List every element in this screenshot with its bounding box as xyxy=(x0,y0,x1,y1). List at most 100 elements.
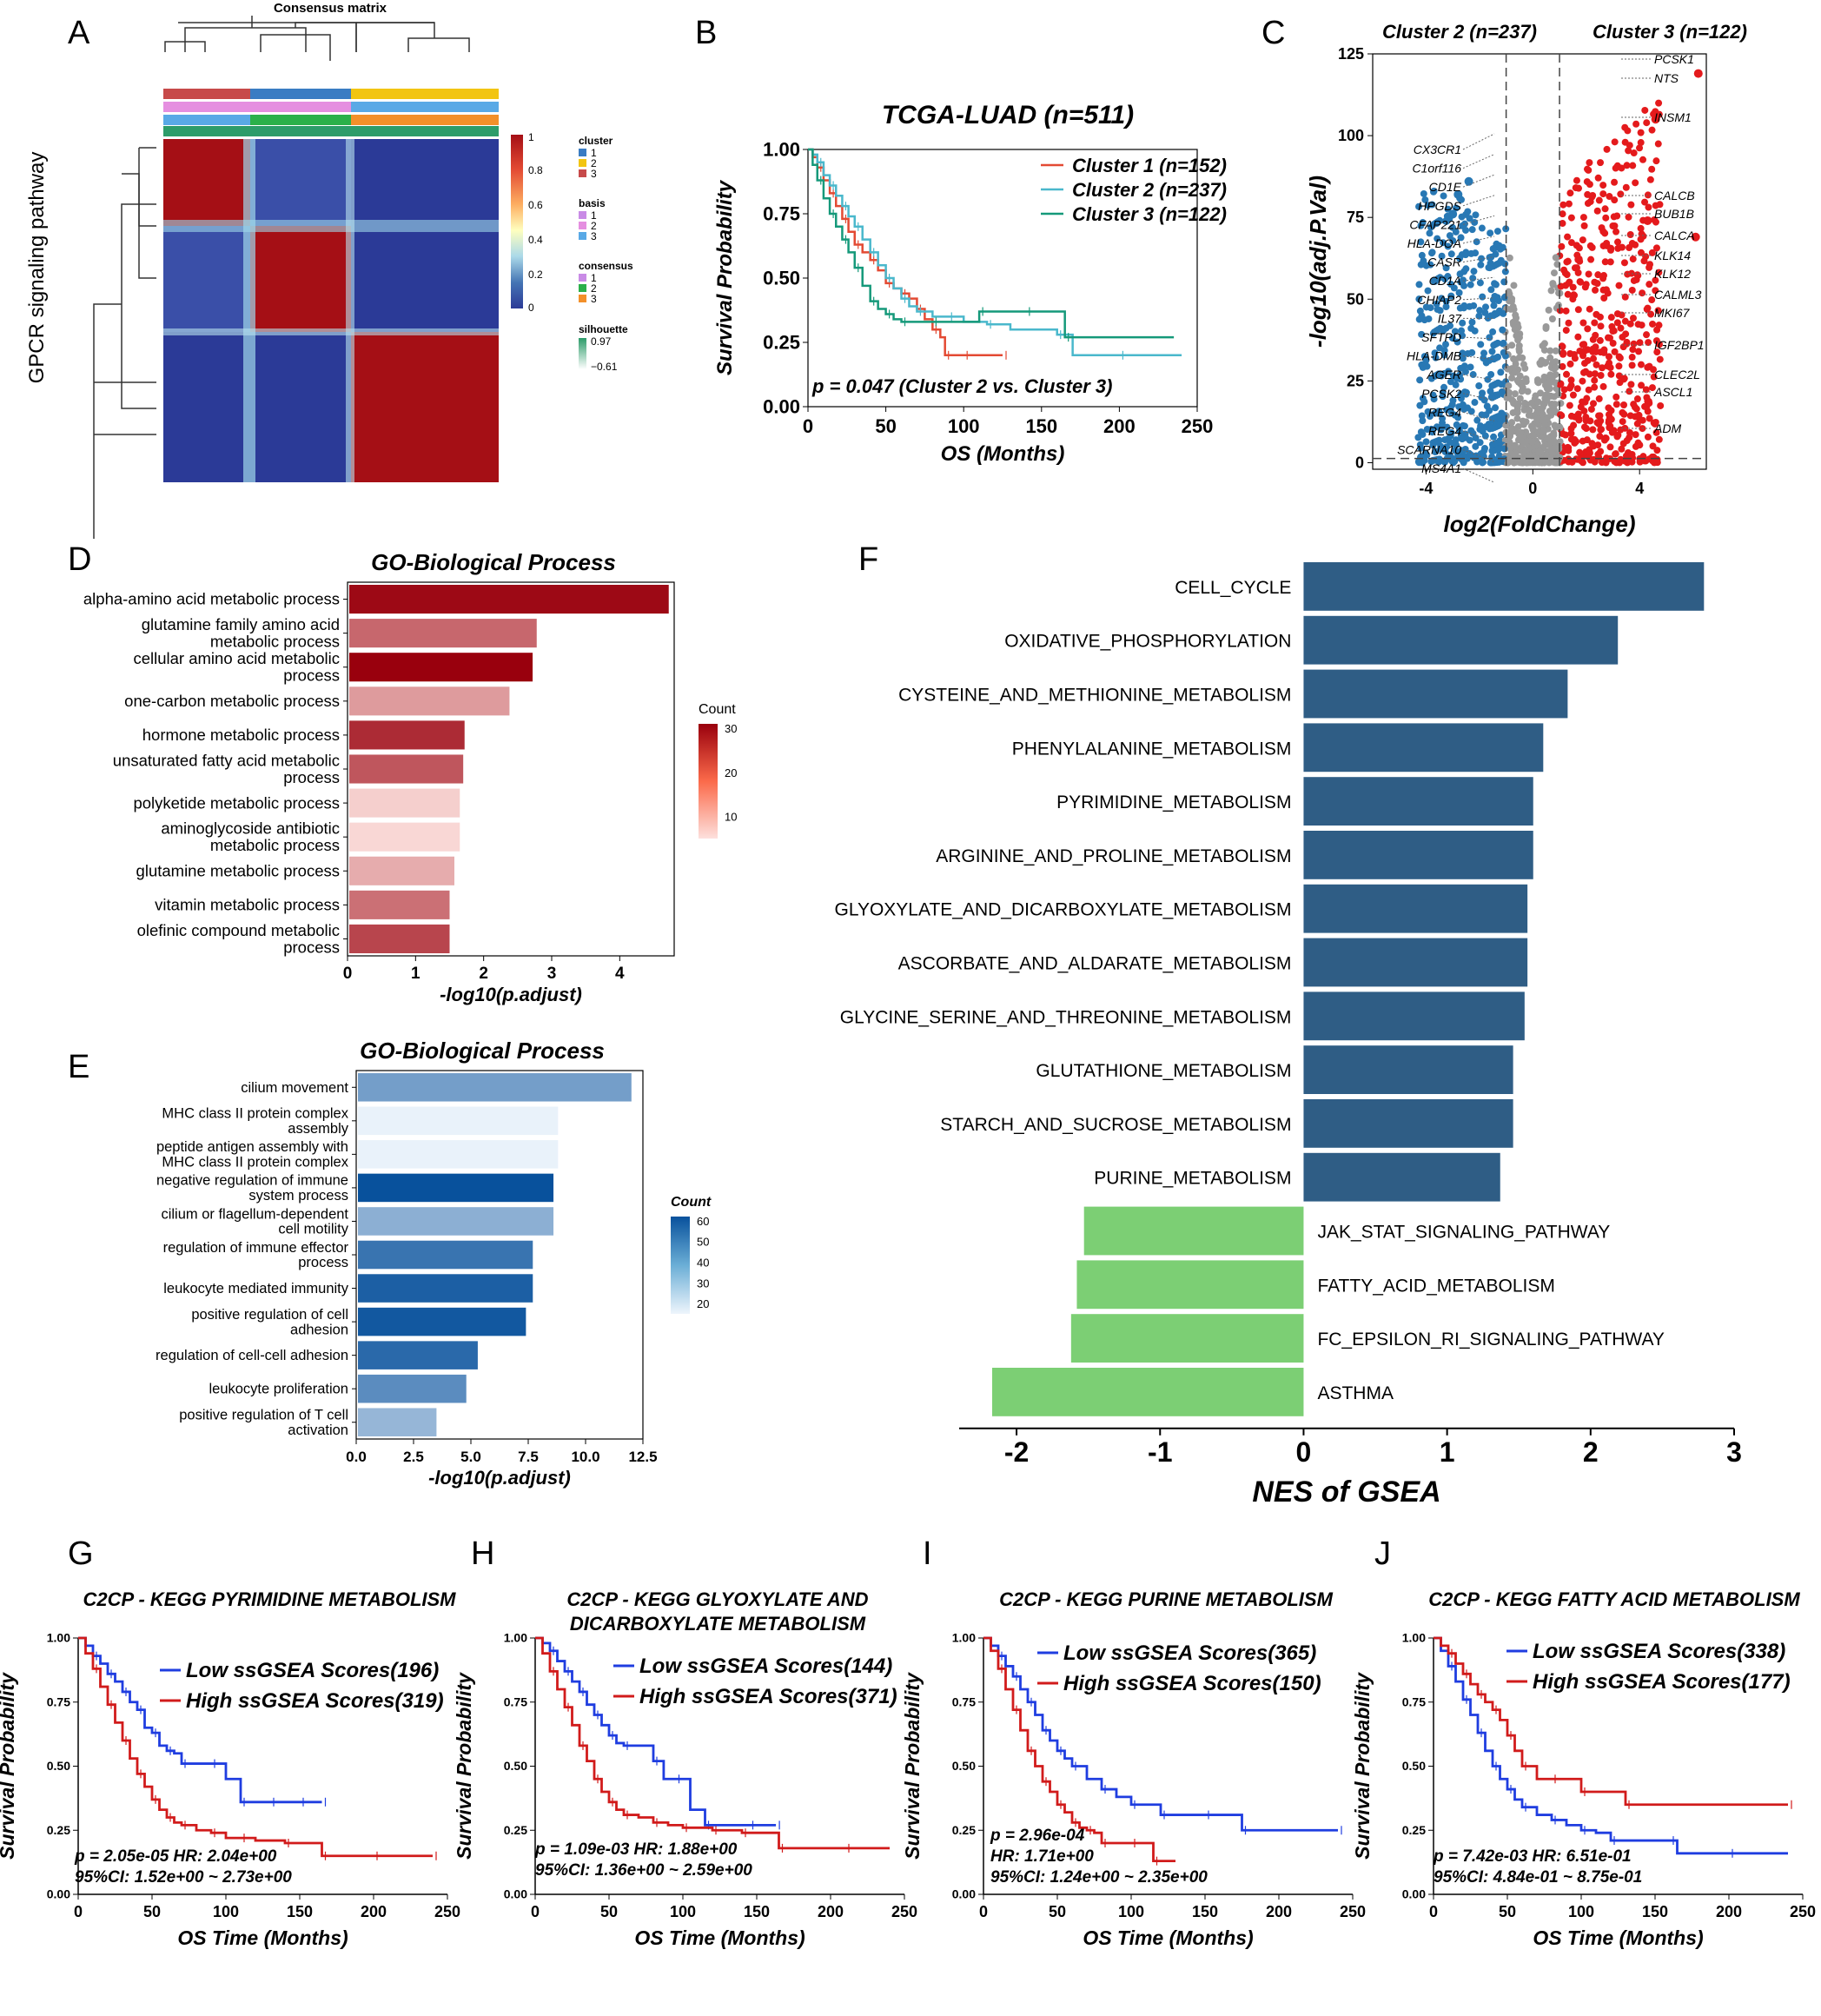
volcano-point xyxy=(1652,157,1660,165)
volcano-point xyxy=(1481,308,1489,316)
volcano-point xyxy=(1514,400,1522,408)
x-tick-label: 250 xyxy=(1790,1903,1816,1920)
volcano-point xyxy=(1533,415,1541,423)
pathway-label: FC_EPSILON_RI_SIGNALING_PATHWAY xyxy=(1317,1330,1665,1350)
category-label: negative regulation of immune xyxy=(156,1173,348,1189)
category-label: metabolic process xyxy=(210,836,340,854)
x-tick-label: 5.0 xyxy=(460,1449,481,1465)
volcano-point xyxy=(1436,307,1444,315)
heatmap-legend: 1 0.8 0.6 0.4 0.2 0 cluster 1 2 3 basis … xyxy=(511,131,633,373)
volcano-point xyxy=(1478,224,1486,232)
x-axis-label: OS Time (Months) xyxy=(1083,1926,1253,1949)
gene-label-up: BUB1B xyxy=(1654,207,1694,221)
gsea-bar xyxy=(1303,615,1619,665)
volcano-point xyxy=(1473,238,1480,246)
volcano-point xyxy=(1473,416,1481,424)
volcano-point xyxy=(1469,371,1477,379)
category-label: metabolic process xyxy=(210,633,340,651)
go-bar xyxy=(349,856,454,885)
volcano-point xyxy=(1623,162,1631,169)
km-curve-0 xyxy=(1434,1636,1788,1855)
volcano-point xyxy=(1648,296,1656,304)
volcano-point xyxy=(1502,421,1510,429)
volcano-point xyxy=(1602,454,1610,462)
category-label: unsaturated fatty acid metabolic xyxy=(113,751,340,769)
gene-label-down: MS4A1 xyxy=(1421,461,1461,475)
volcano-point xyxy=(1421,196,1429,203)
volcano-point xyxy=(1547,447,1555,454)
volcano-point xyxy=(1585,270,1593,278)
volcano-point xyxy=(1566,360,1574,368)
gene-leader-line xyxy=(1462,468,1495,483)
volcano-point xyxy=(1430,328,1438,336)
volcano-point xyxy=(1468,226,1476,234)
chart-h-km: 0 50 100 150 200 250 0.00 0.25 0.50 0.75 1.00 OS Ti… xyxy=(453,1588,917,1949)
category-label: regulation of immune effector xyxy=(163,1240,349,1256)
volcano-point xyxy=(1619,408,1626,416)
volcano-point xyxy=(1619,343,1627,351)
volcano-point xyxy=(1599,228,1607,235)
category-label: leukocyte proliferation xyxy=(209,1382,348,1397)
volcano-point xyxy=(1580,368,1588,376)
volcano-point xyxy=(1561,431,1569,439)
legend-title: Count xyxy=(699,702,736,717)
volcano-point xyxy=(1633,271,1641,279)
volcano-point xyxy=(1524,388,1532,395)
gene-leader-line xyxy=(1462,133,1495,150)
volcano-point xyxy=(1584,325,1592,333)
volcano-point xyxy=(1599,382,1607,390)
volcano-point xyxy=(1476,439,1484,447)
volcano-point xyxy=(1602,286,1610,294)
volcano-point xyxy=(1477,450,1485,458)
volcano-point xyxy=(1467,408,1475,415)
volcano-point xyxy=(1490,433,1498,441)
volcano-point xyxy=(1419,219,1427,227)
volcano-point xyxy=(1546,354,1554,361)
volcano-point xyxy=(1611,196,1619,204)
volcano-point xyxy=(1441,341,1449,348)
go-bar xyxy=(349,890,450,919)
volcano-point xyxy=(1627,201,1635,209)
category-label: process xyxy=(283,666,340,685)
y-tick-label: 0.50 xyxy=(952,1759,976,1773)
svg-text:0.97: 0.97 xyxy=(591,335,612,348)
volcano-point xyxy=(1417,428,1425,436)
volcano-point xyxy=(1607,407,1615,414)
x-tick-label: 4 xyxy=(1635,480,1644,497)
volcano-point xyxy=(1446,232,1453,240)
volcano-point xyxy=(1457,375,1465,383)
volcano-point xyxy=(1541,421,1549,428)
km-curve-0 xyxy=(983,1636,1338,1832)
volcano-point xyxy=(1501,352,1509,360)
x-tick-label: 150 xyxy=(1025,415,1057,437)
volcano-point xyxy=(1521,447,1529,454)
volcano-point xyxy=(1574,306,1582,314)
volcano-point xyxy=(1448,335,1456,342)
volcano-point xyxy=(1447,250,1455,258)
category-label: adhesion xyxy=(290,1322,348,1337)
km-stats: p = 1.09e-03 HR: 1.88e+00 xyxy=(534,1840,738,1859)
volcano-point xyxy=(1604,334,1612,342)
legend-tick: 40 xyxy=(697,1256,709,1269)
km-stats: 95%CI: 4.84e-01 ~ 8.75e-01 xyxy=(1434,1868,1642,1887)
svg-text:2: 2 xyxy=(591,220,597,232)
gene-label-up: IGF2BP1 xyxy=(1654,338,1705,352)
volcano-point xyxy=(1499,243,1506,251)
y-tick-label: 0.75 xyxy=(952,1694,976,1708)
volcano-point xyxy=(1589,426,1597,434)
volcano-point xyxy=(1487,388,1494,395)
go-bar xyxy=(358,1140,559,1169)
volcano-point xyxy=(1552,423,1559,431)
volcano-point xyxy=(1612,393,1620,401)
volcano-point xyxy=(1580,222,1588,229)
volcano-point xyxy=(1490,312,1498,320)
volcano-point xyxy=(1583,178,1591,186)
volcano-point xyxy=(1564,233,1572,241)
volcano-point xyxy=(1509,302,1517,310)
volcano-point xyxy=(1474,456,1482,464)
volcano-point xyxy=(1646,281,1653,288)
volcano-point xyxy=(1637,361,1645,368)
volcano-point xyxy=(1451,328,1459,335)
pathway-label: FATTY_ACID_METABOLISM xyxy=(1317,1276,1554,1296)
volcano-point xyxy=(1552,358,1559,366)
